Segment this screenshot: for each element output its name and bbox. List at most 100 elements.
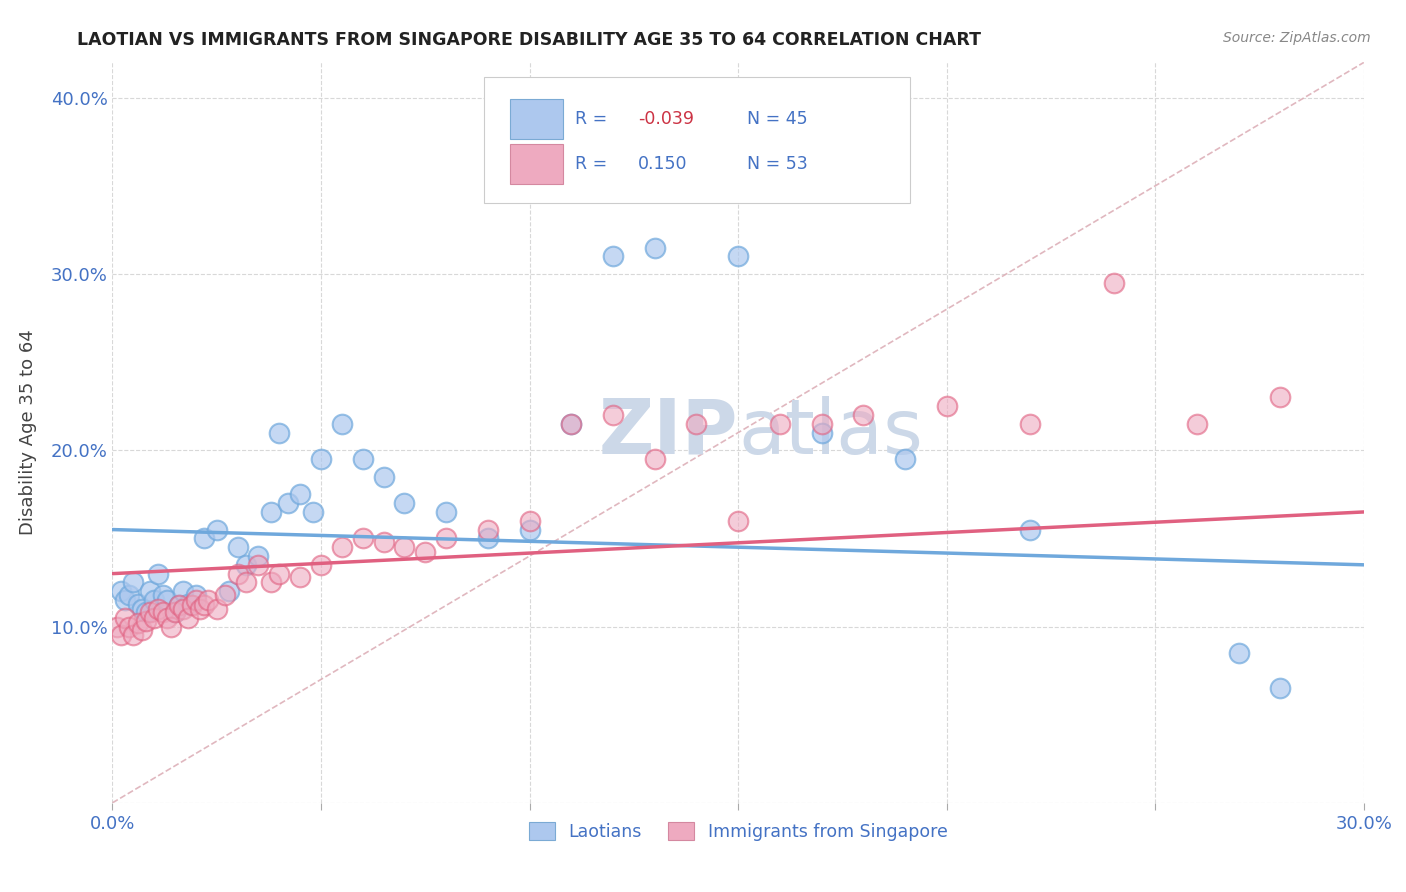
FancyBboxPatch shape: [510, 99, 562, 139]
Point: [163, 606, 186, 620]
Point: [226, 540, 249, 554]
Point: [176, 610, 198, 624]
Point: [810, 417, 832, 431]
Text: ZIP: ZIP: [599, 396, 738, 469]
Point: [277, 496, 299, 510]
Point: [197, 593, 219, 607]
Point: [148, 566, 170, 581]
Point: [235, 575, 257, 590]
Point: [135, 614, 157, 628]
Point: [235, 558, 257, 572]
Point: [602, 249, 624, 263]
Point: [560, 417, 582, 431]
Point: [118, 588, 141, 602]
Point: [1102, 276, 1125, 290]
Point: [139, 584, 162, 599]
Point: [193, 532, 215, 546]
Point: [167, 599, 190, 613]
Point: [184, 593, 207, 607]
Point: [434, 505, 457, 519]
Point: [131, 623, 153, 637]
Point: [247, 558, 270, 572]
Point: [160, 619, 183, 633]
Text: Source: ZipAtlas.com: Source: ZipAtlas.com: [1223, 31, 1371, 45]
FancyBboxPatch shape: [484, 78, 910, 203]
Point: [1270, 681, 1292, 696]
Text: 0.150: 0.150: [638, 155, 688, 173]
Point: [519, 523, 541, 537]
Text: R =: R =: [575, 155, 613, 173]
Point: [644, 240, 666, 255]
Point: [330, 540, 353, 554]
Point: [148, 602, 170, 616]
Point: [935, 399, 957, 413]
Point: [205, 523, 228, 537]
Point: [152, 588, 174, 602]
Point: [114, 593, 136, 607]
Point: [205, 602, 228, 616]
Point: [373, 535, 395, 549]
Point: [1019, 417, 1042, 431]
Point: [135, 606, 157, 620]
Point: [167, 599, 190, 613]
Point: [727, 249, 749, 263]
Point: [519, 514, 541, 528]
Point: [373, 469, 395, 483]
Text: N = 53: N = 53: [747, 155, 807, 173]
Y-axis label: Disability Age 35 to 64: Disability Age 35 to 64: [18, 330, 37, 535]
Point: [172, 602, 194, 616]
Point: [152, 606, 174, 620]
Point: [309, 558, 332, 572]
Point: [269, 566, 291, 581]
Point: [114, 610, 136, 624]
Point: [110, 584, 132, 599]
Point: [143, 593, 166, 607]
Point: [127, 615, 149, 630]
Text: atlas: atlas: [738, 396, 922, 469]
Point: [260, 575, 283, 590]
Point: [269, 425, 291, 440]
Point: [727, 514, 749, 528]
Point: [477, 523, 499, 537]
Point: [122, 628, 145, 642]
Point: [330, 417, 353, 431]
Point: [810, 425, 832, 440]
Point: [644, 452, 666, 467]
Point: [110, 628, 132, 642]
Point: [218, 584, 240, 599]
Point: [309, 452, 332, 467]
Point: [260, 505, 283, 519]
Point: [131, 602, 153, 616]
Point: [226, 566, 249, 581]
Point: [214, 588, 236, 602]
Point: [122, 575, 145, 590]
Point: [1019, 523, 1042, 537]
Point: [118, 619, 141, 633]
Point: [894, 452, 917, 467]
Point: [156, 610, 179, 624]
Point: [560, 417, 582, 431]
Point: [1185, 417, 1208, 431]
Point: [413, 545, 436, 559]
Point: [156, 593, 179, 607]
Legend: Laotians, Immigrants from Singapore: Laotians, Immigrants from Singapore: [520, 814, 956, 850]
Point: [247, 549, 270, 563]
Point: [477, 532, 499, 546]
Point: [394, 540, 416, 554]
Point: [290, 570, 312, 584]
Point: [163, 606, 186, 620]
Point: [1227, 646, 1250, 660]
Point: [105, 619, 128, 633]
Point: [176, 597, 198, 611]
Point: [143, 610, 166, 624]
Point: [184, 588, 207, 602]
Point: [352, 452, 374, 467]
Point: [352, 532, 374, 546]
Point: [180, 599, 202, 613]
FancyBboxPatch shape: [510, 144, 562, 184]
Point: [434, 532, 457, 546]
Point: [290, 487, 312, 501]
Text: R =: R =: [575, 111, 613, 128]
Point: [394, 496, 416, 510]
Point: [188, 602, 211, 616]
